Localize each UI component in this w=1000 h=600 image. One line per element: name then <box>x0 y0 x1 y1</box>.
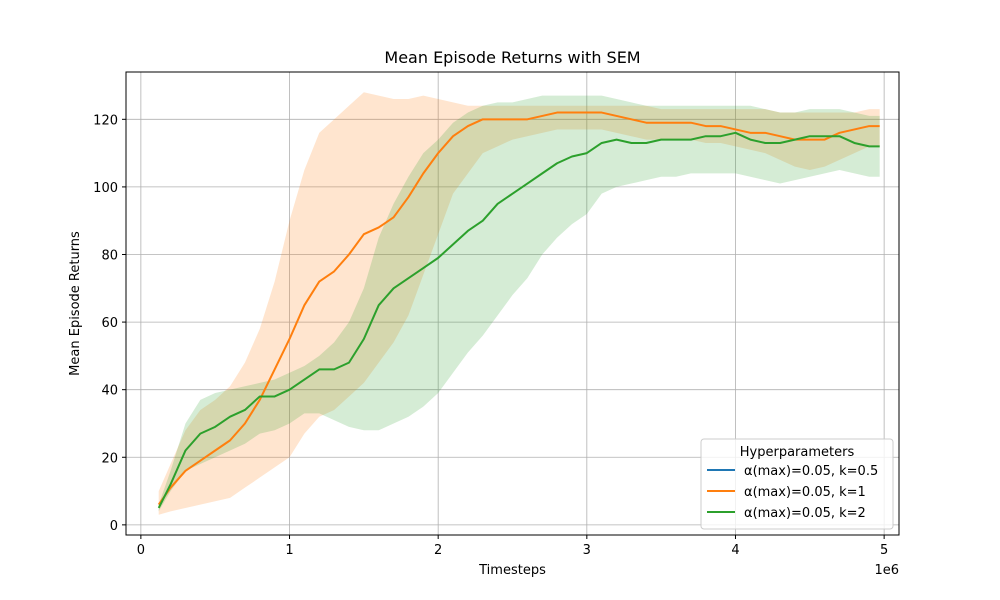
x-tick-label: 3 <box>583 543 591 558</box>
chart-title: Mean Episode Returns with SEM <box>384 48 640 67</box>
y-tick-label: 80 <box>101 248 118 263</box>
sem-bands <box>158 92 880 515</box>
series-lines <box>157 111 880 509</box>
legend: Hyperparameters α(max)=0.05, k=0.5α(max)… <box>700 438 894 530</box>
y-tick-label: 120 <box>93 113 118 128</box>
y-tick-label: 60 <box>101 316 118 331</box>
plot-frame <box>125 71 900 536</box>
x-tick-label: 5 <box>880 543 888 558</box>
y-tick-label: 40 <box>101 384 118 399</box>
series-line-2 <box>157 131 880 509</box>
y-tick-label: 20 <box>101 451 118 466</box>
axis-ticks: 0 1 2 3 4 5 0 20 40 60 80 100 120 <box>93 113 888 558</box>
legend-box <box>700 438 894 530</box>
x-tick-label: 2 <box>434 543 442 558</box>
legend-title: Hyperparameters <box>740 445 855 460</box>
legend-label-1: α(max)=0.05, k=1 <box>744 485 866 500</box>
x-tick-label: 4 <box>731 543 739 558</box>
x-tick-label: 0 <box>137 543 145 558</box>
x-axis-offset-label: 1e6 <box>874 563 899 578</box>
y-tick-label: 0 <box>110 519 118 534</box>
legend-items: α(max)=0.05, k=0.5 α(max)=0.05, k=1 α(max)… <box>707 464 878 521</box>
legend-label-0: α(max)=0.05, k=0.5 <box>744 464 878 479</box>
sem-band-series-1 <box>158 92 880 515</box>
x-axis-title: Timesteps <box>478 563 546 578</box>
sem-band-series-2 <box>158 95 880 512</box>
series-line-1 <box>157 111 880 506</box>
y-tick-label: 100 <box>93 181 118 196</box>
y-axis-title: Mean Episode Returns <box>68 231 83 376</box>
x-tick-label: 1 <box>285 543 293 558</box>
legend-label-2: α(max)=0.05, k=2 <box>744 506 866 521</box>
